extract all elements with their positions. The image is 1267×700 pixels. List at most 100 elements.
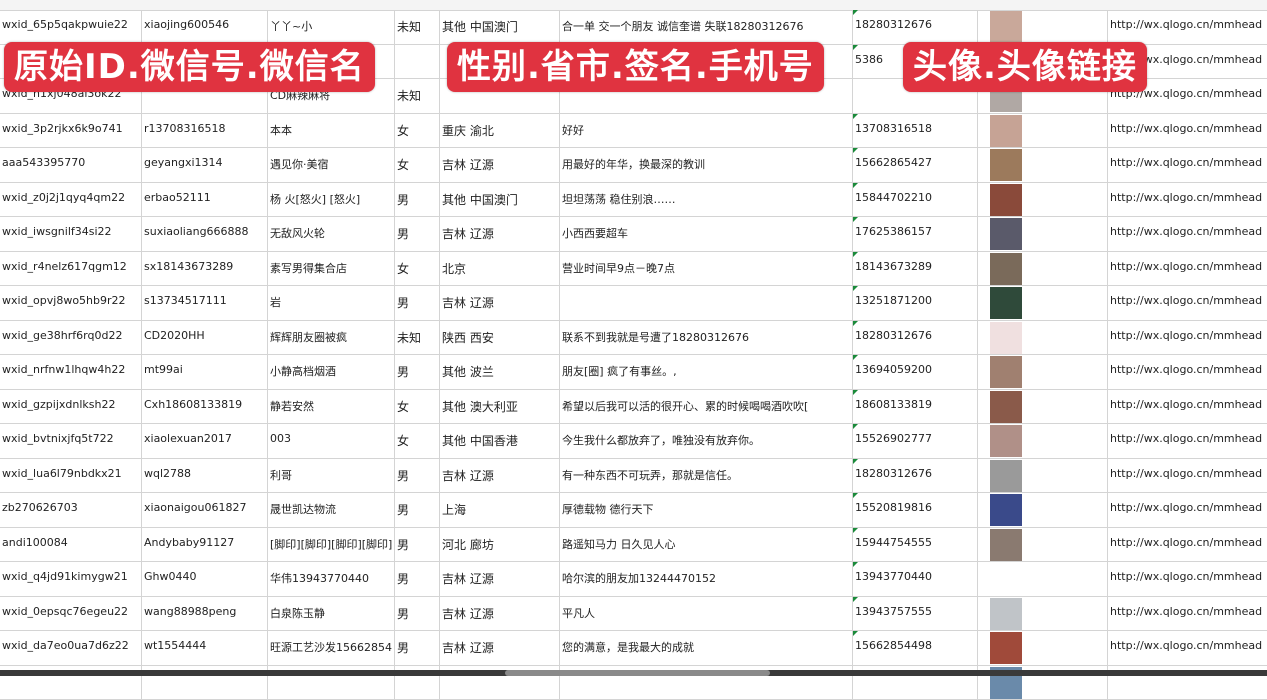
- cell-phone[interactable]: 17625386157: [853, 217, 978, 251]
- cell-url[interactable]: http://wx.qlogo.cn/mmhead: [1108, 562, 1267, 596]
- cell-avatar[interactable]: [978, 217, 1108, 251]
- cell-signature[interactable]: 小西西要超车: [560, 217, 853, 251]
- cell-id[interactable]: wxid_da7eo0ua7d6z22: [0, 631, 142, 665]
- cell-region[interactable]: 北京: [440, 252, 560, 286]
- cell-signature[interactable]: 用最好的年华，换最深的教训: [560, 148, 853, 182]
- cell-id[interactable]: aaa543395770: [0, 148, 142, 182]
- cell-avatar[interactable]: [978, 459, 1108, 493]
- cell-name[interactable]: 岩: [268, 286, 395, 320]
- cell-id[interactable]: wxid_65p5qakpwuie22: [0, 10, 142, 44]
- cell-name[interactable]: 丫丫~小: [268, 10, 395, 44]
- cell-url[interactable]: http://wx.qlogo.cn/mmhead: [1108, 424, 1267, 458]
- scrollbar-thumb[interactable]: [505, 670, 770, 676]
- cell-signature[interactable]: 好好: [560, 114, 853, 148]
- cell-id[interactable]: wxid_iwsgnilf34si22: [0, 217, 142, 251]
- cell-wechat[interactable]: sx18143673289: [142, 252, 268, 286]
- cell-avatar[interactable]: [978, 252, 1108, 286]
- cell-region[interactable]: 重庆 渝北: [440, 114, 560, 148]
- cell-gender[interactable]: 男: [395, 286, 440, 320]
- cell-region[interactable]: 其他 波兰: [440, 355, 560, 389]
- cell-region[interactable]: 吉林 辽源: [440, 217, 560, 251]
- cell-signature[interactable]: 您的满意，是我最大的成就: [560, 631, 853, 665]
- cell-gender[interactable]: 男: [395, 493, 440, 527]
- cell-region[interactable]: 吉林 辽源: [440, 562, 560, 596]
- cell-region[interactable]: 其他 澳大利亚: [440, 390, 560, 424]
- cell-avatar[interactable]: [978, 114, 1108, 148]
- cell-phone[interactable]: 13251871200: [853, 286, 978, 320]
- cell-signature[interactable]: 朋友[圈] 疯了有事丝。,: [560, 355, 853, 389]
- cell-signature[interactable]: 有一种东西不可玩弄，那就是信任。: [560, 459, 853, 493]
- cell-id[interactable]: wxid_q4jd91kimygw21: [0, 562, 142, 596]
- cell-name[interactable]: 白泉陈玉静: [268, 597, 395, 631]
- cell-avatar[interactable]: [978, 562, 1108, 596]
- cell-phone[interactable]: 15526902777: [853, 424, 978, 458]
- cell-name[interactable]: [脚印][脚印][脚印][脚印]: [268, 528, 395, 562]
- cell-region[interactable]: 其他 中国澳门: [440, 183, 560, 217]
- cell-avatar[interactable]: [978, 424, 1108, 458]
- cell-avatar[interactable]: [978, 355, 1108, 389]
- cell-id[interactable]: wxid_z0j2j1qyq4qm22: [0, 183, 142, 217]
- cell-wechat[interactable]: Andybaby91127: [142, 528, 268, 562]
- cell-name[interactable]: 小静高档烟酒: [268, 355, 395, 389]
- cell-url[interactable]: http://wx.qlogo.cn/mmhead: [1108, 217, 1267, 251]
- cell-region[interactable]: 吉林 辽源: [440, 631, 560, 665]
- cell-id[interactable]: wxid_ge38hrf6rq0d22: [0, 321, 142, 355]
- cell-wechat[interactable]: wt1554444: [142, 631, 268, 665]
- cell-gender[interactable]: 女: [395, 114, 440, 148]
- cell-id[interactable]: andi100084: [0, 528, 142, 562]
- cell-avatar[interactable]: [978, 183, 1108, 217]
- cell-name[interactable]: 本本: [268, 114, 395, 148]
- cell-url[interactable]: http://wx.qlogo.cn/mmhead: [1108, 493, 1267, 527]
- cell-region[interactable]: 吉林 辽源: [440, 597, 560, 631]
- cell-name[interactable]: 无敌风火轮: [268, 217, 395, 251]
- cell-name[interactable]: 华伟13943770440: [268, 562, 395, 596]
- cell-gender[interactable]: 男: [395, 355, 440, 389]
- cell-wechat[interactable]: xiaolexuan2017: [142, 424, 268, 458]
- cell-signature[interactable]: 哈尔滨的朋友加13244470152: [560, 562, 853, 596]
- cell-phone[interactable]: 13943757555: [853, 597, 978, 631]
- cell-id[interactable]: wxid_0epsqc76egeu22: [0, 597, 142, 631]
- cell-url[interactable]: http://wx.qlogo.cn/mmhead: [1108, 528, 1267, 562]
- cell-id[interactable]: wxid_nrfnw1lhqw4h22: [0, 355, 142, 389]
- cell-wechat[interactable]: mt99ai: [142, 355, 268, 389]
- cell-signature[interactable]: 合一单 交一个朋友 诚信奎谱 失联18280312676: [560, 10, 853, 44]
- cell-url[interactable]: http://wx.qlogo.cn/mmhead: [1108, 148, 1267, 182]
- cell-url[interactable]: http://wx.qlogo.cn/mmhead: [1108, 459, 1267, 493]
- cell-name[interactable]: 杨 火[怒火] [怒火]: [268, 183, 395, 217]
- cell-region[interactable]: 上海: [440, 493, 560, 527]
- cell-avatar[interactable]: [978, 10, 1108, 44]
- cell-phone[interactable]: 18280312676: [853, 10, 978, 44]
- cell-url[interactable]: http://wx.qlogo.cn/mmhead: [1108, 10, 1267, 44]
- cell-gender[interactable]: 男: [395, 631, 440, 665]
- cell-phone[interactable]: 18143673289: [853, 252, 978, 286]
- cell-name[interactable]: 素写男得集合店: [268, 252, 395, 286]
- cell-url[interactable]: http://wx.qlogo.cn/mmhead: [1108, 390, 1267, 424]
- cell-url[interactable]: http://wx.qlogo.cn/mmhead: [1108, 183, 1267, 217]
- cell-wechat[interactable]: CD2020HH: [142, 321, 268, 355]
- cell-signature[interactable]: [560, 286, 853, 320]
- cell-name[interactable]: 利哥: [268, 459, 395, 493]
- cell-url[interactable]: http://wx.qlogo.cn/mmhead: [1108, 252, 1267, 286]
- cell-wechat[interactable]: xiaojing600546: [142, 10, 268, 44]
- cell-avatar[interactable]: [978, 528, 1108, 562]
- cell-gender[interactable]: 女: [395, 390, 440, 424]
- cell-gender[interactable]: 女: [395, 252, 440, 286]
- cell-name[interactable]: 辉辉朋友圈被疯: [268, 321, 395, 355]
- cell-gender[interactable]: 男: [395, 459, 440, 493]
- cell-gender[interactable]: 未知: [395, 79, 440, 113]
- cell-phone[interactable]: 18608133819: [853, 390, 978, 424]
- cell-region[interactable]: 其他 中国香港: [440, 424, 560, 458]
- cell-region[interactable]: 陕西 西安: [440, 321, 560, 355]
- cell-signature[interactable]: 厚德载物 德行天下: [560, 493, 853, 527]
- cell-id[interactable]: zb270626703: [0, 493, 142, 527]
- cell-phone[interactable]: 15662865427: [853, 148, 978, 182]
- cell-gender[interactable]: 女: [395, 424, 440, 458]
- cell-wechat[interactable]: xiaonaigou061827: [142, 493, 268, 527]
- cell-wechat[interactable]: Ghw0440: [142, 562, 268, 596]
- cell-phone[interactable]: 15844702210: [853, 183, 978, 217]
- cell-gender[interactable]: 男: [395, 528, 440, 562]
- cell-phone[interactable]: 13694059200: [853, 355, 978, 389]
- cell-region[interactable]: 吉林 辽源: [440, 286, 560, 320]
- cell-avatar[interactable]: [978, 148, 1108, 182]
- cell-id[interactable]: wxid_opvj8wo5hb9r22: [0, 286, 142, 320]
